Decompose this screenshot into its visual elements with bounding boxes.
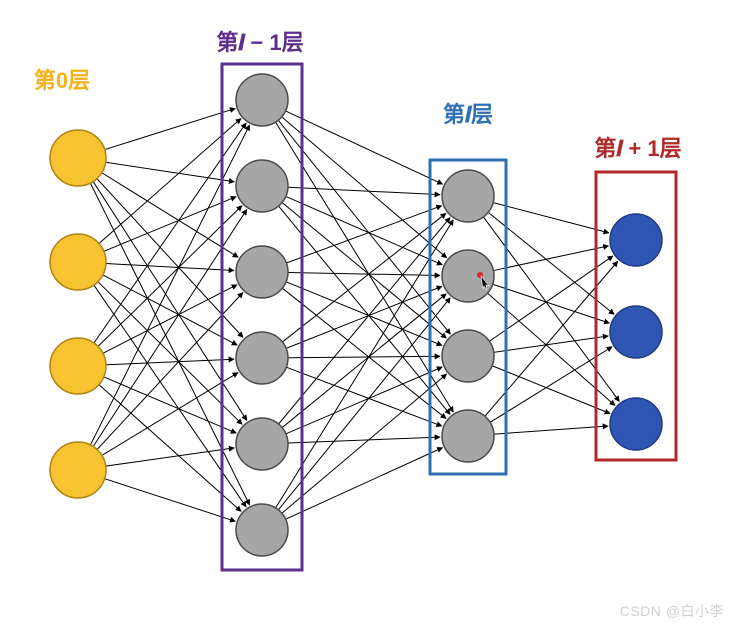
neural-network-diagram: 第0层 第𝒍 − 1层第𝒍层第𝒍 + 1层 bbox=[0, 0, 742, 631]
edge bbox=[490, 347, 612, 423]
layer-label-L1: 第𝒍 − 1层 bbox=[216, 30, 303, 55]
node bbox=[236, 246, 288, 298]
edge bbox=[106, 162, 235, 182]
edges bbox=[90, 108, 619, 521]
node bbox=[442, 410, 494, 462]
edge bbox=[279, 206, 451, 414]
node bbox=[610, 306, 662, 358]
edge bbox=[492, 366, 610, 414]
edge bbox=[286, 286, 442, 348]
edge bbox=[282, 374, 447, 513]
layer-label-L2: 第𝒍层 bbox=[443, 102, 493, 127]
layer-L1 bbox=[236, 74, 288, 556]
edge bbox=[288, 273, 440, 276]
edge bbox=[288, 187, 440, 194]
edge bbox=[93, 182, 247, 421]
node bbox=[50, 130, 106, 186]
node bbox=[236, 74, 288, 126]
edge bbox=[288, 437, 440, 443]
node bbox=[236, 504, 288, 556]
node bbox=[236, 418, 288, 470]
edge bbox=[106, 359, 234, 365]
node bbox=[610, 398, 662, 450]
watermark-text: CSDN @白小李 bbox=[620, 601, 724, 621]
edge bbox=[278, 298, 450, 510]
node bbox=[50, 338, 106, 394]
edge bbox=[102, 173, 238, 258]
node bbox=[236, 332, 288, 384]
edge bbox=[286, 448, 443, 520]
edge bbox=[286, 282, 442, 346]
layer-L2 bbox=[442, 170, 494, 462]
edge bbox=[99, 119, 241, 244]
edge bbox=[493, 203, 609, 233]
edge bbox=[90, 125, 249, 445]
layer-label-L3: 第𝒍 + 1层 bbox=[594, 136, 681, 161]
edge bbox=[99, 385, 241, 512]
layer-L3 bbox=[610, 214, 662, 450]
edge bbox=[483, 217, 619, 402]
edge bbox=[494, 426, 608, 434]
edge bbox=[493, 246, 608, 271]
edge bbox=[282, 288, 446, 418]
edge bbox=[278, 120, 450, 334]
layer-L0 bbox=[50, 130, 106, 498]
node bbox=[236, 160, 288, 212]
edge bbox=[286, 367, 442, 434]
node bbox=[50, 234, 106, 290]
edge bbox=[282, 213, 446, 342]
edge bbox=[493, 284, 610, 323]
edge bbox=[105, 108, 236, 149]
node bbox=[442, 170, 494, 222]
node bbox=[442, 250, 494, 302]
edge bbox=[105, 479, 236, 522]
edge bbox=[286, 111, 443, 184]
edge bbox=[106, 448, 235, 466]
edge bbox=[288, 356, 440, 357]
node bbox=[442, 330, 494, 382]
edge bbox=[282, 117, 447, 258]
layer-label-L0: 第0层 bbox=[34, 68, 90, 93]
edge bbox=[106, 264, 234, 271]
node bbox=[50, 442, 106, 498]
node bbox=[610, 214, 662, 266]
edge bbox=[98, 206, 242, 347]
